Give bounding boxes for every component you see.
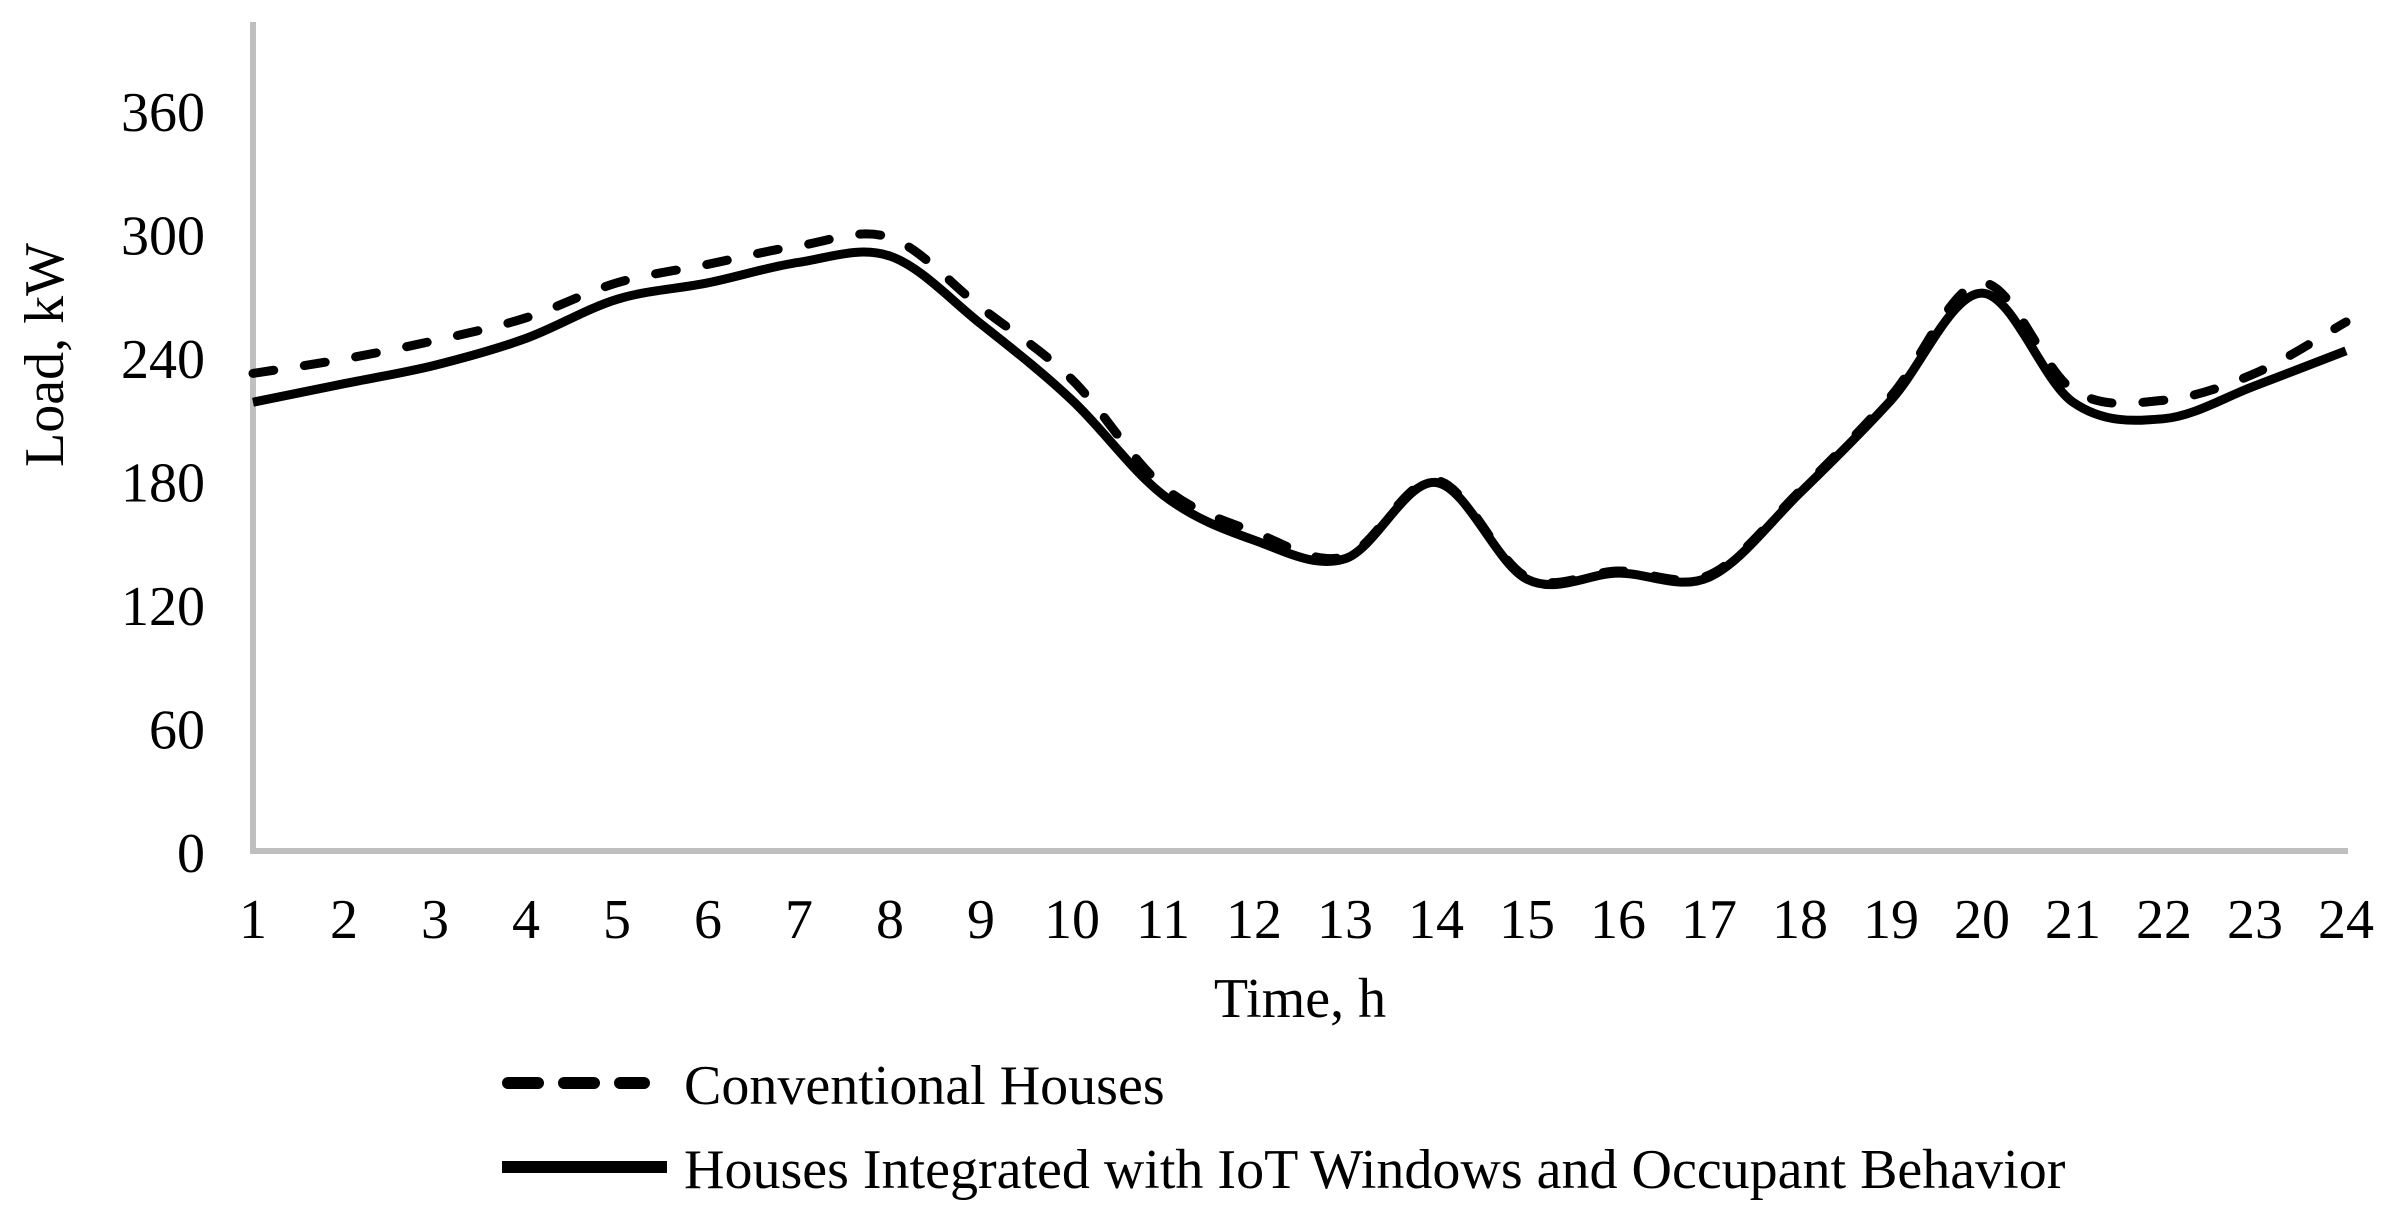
x-tick-label: 15: [1499, 889, 1555, 951]
x-tick-label: 5: [603, 889, 631, 951]
legend: Conventional Houses Houses Integrated wi…: [502, 1055, 2066, 1201]
y-tick-label: 360: [121, 82, 205, 144]
legend-label-conventional: Conventional Houses: [684, 1055, 1165, 1117]
iot-windows-houses-line: [252, 247, 2348, 590]
y-axis-tick-labels: 0 60 120 180 240 300 360: [121, 82, 205, 885]
x-tick-label: 6: [694, 889, 722, 951]
y-tick-label: 0: [177, 823, 205, 885]
y-tick-label: 300: [121, 206, 205, 268]
x-tick-label: 8: [876, 889, 904, 951]
y-tick-label: 240: [121, 329, 205, 391]
x-tick-label: 20: [1954, 889, 2010, 951]
x-tick-label: 10: [1044, 889, 1100, 951]
x-tick-label: 18: [1772, 889, 1828, 951]
x-axis-title: Time, h: [1214, 968, 1386, 1030]
x-tick-label: 3: [421, 889, 449, 951]
x-tick-label: 17: [1681, 889, 1737, 951]
x-tick-label: 1: [239, 889, 267, 951]
x-tick-label: 22: [2136, 889, 2192, 951]
x-tick-label: 13: [1317, 889, 1373, 951]
x-tick-label: 11: [1136, 889, 1190, 951]
conventional-houses-line: [248, 229, 2351, 588]
y-axis-title: Load, kW: [14, 243, 76, 467]
x-tick-label: 21: [2045, 889, 2101, 951]
x-axis-tick-labels: 1 2 3 4 5 6 7 8 9 10 11 12 13 14 15 16 17 18 19 20 21 22 23 24: [239, 889, 2374, 951]
y-tick-label: 180: [121, 453, 205, 515]
legend-label-iot: Houses Integrated with IoT Windows and O…: [684, 1139, 2066, 1201]
x-tick-label: 7: [785, 889, 813, 951]
series-curves: [248, 229, 2351, 590]
x-tick-label: 14: [1408, 889, 1464, 951]
x-tick-label: 19: [1863, 889, 1919, 951]
x-tick-label: 23: [2227, 889, 2283, 951]
x-tick-label: 24: [2318, 889, 2374, 951]
x-tick-label: 4: [512, 889, 540, 951]
x-tick-label: 12: [1226, 889, 1282, 951]
y-tick-label: 120: [121, 576, 205, 638]
y-tick-label: 60: [149, 700, 205, 762]
x-tick-label: 2: [330, 889, 358, 951]
x-tick-label: 16: [1590, 889, 1646, 951]
x-tick-label: 9: [967, 889, 995, 951]
